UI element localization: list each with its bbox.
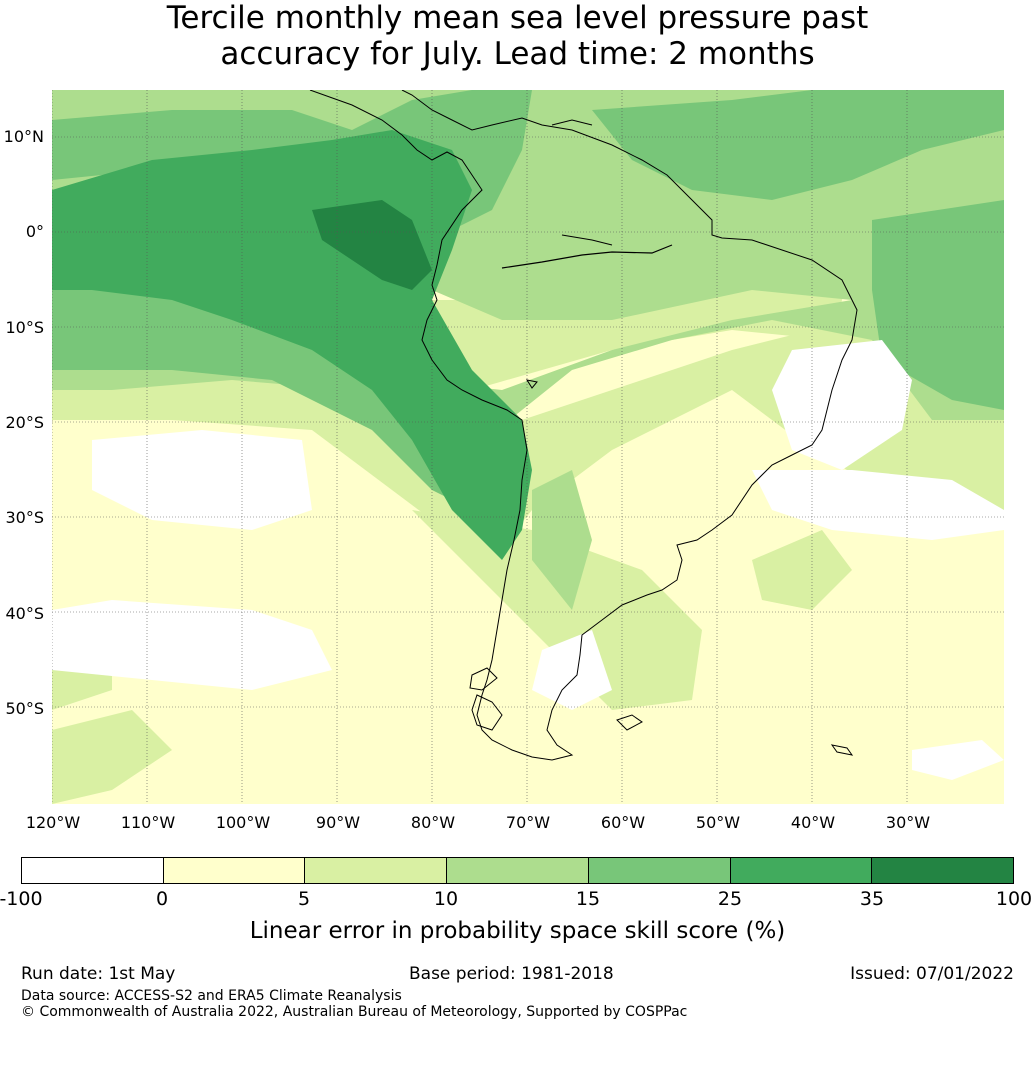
colorbar-segment [588, 858, 731, 883]
latitude-label: 30°S [5, 508, 44, 527]
coastline [309, 90, 858, 761]
map-title: Tercile monthly mean sea level pressure … [0, 0, 1035, 72]
colorbar-segment [447, 858, 589, 883]
colorbar-tick: -100 [0, 888, 43, 910]
colorbar-tick: 35 [859, 888, 885, 910]
longitude-label: 110°W [120, 813, 176, 832]
longitude-label: 90°W [315, 813, 361, 832]
latitude-label: 20°S [5, 413, 44, 432]
colorbar-segment [22, 858, 164, 883]
colorbar-tick: 15 [575, 888, 601, 910]
run-date: Run date: 1st May [21, 964, 176, 984]
map-graticule [52, 90, 1004, 804]
longitude-label: 50°W [695, 813, 741, 832]
coastline-islands [469, 379, 854, 756]
longitude-label: 60°W [600, 813, 646, 832]
longitude-label: 70°W [505, 813, 551, 832]
latitude-label: 0° [25, 222, 44, 241]
issued-date: Issued: 07/01/2022 [850, 964, 1014, 984]
colorbar-segment [730, 858, 873, 883]
colorbar-segment [872, 858, 1014, 883]
colorbar-tick: 0 [155, 888, 169, 910]
colorbar-tick: 5 [297, 888, 311, 910]
longitude-label: 40°W [790, 813, 836, 832]
region-skill-35-100 [312, 200, 432, 290]
skill-score-map [52, 90, 1004, 804]
longitude-label: 80°W [410, 813, 456, 832]
colorbar-tick: 25 [717, 888, 743, 910]
copyright-notice: © Commonwealth of Australia 2022, Austra… [21, 1004, 688, 1020]
map-title-line-1: Tercile monthly mean sea level pressure … [166, 0, 869, 36]
base-period: Base period: 1981-2018 [409, 964, 614, 984]
colorbar-tick: 100 [995, 888, 1033, 910]
longitude-label: 120°W [25, 813, 81, 832]
colorbar-segment [163, 858, 306, 883]
data-source: Data source: ACCESS-S2 and ERA5 Climate … [21, 988, 402, 1004]
latitude-label: 40°S [5, 604, 44, 623]
longitude-label: 30°W [885, 813, 931, 832]
colorbar-tick: 10 [433, 888, 459, 910]
map-title-line-2: accuracy for July. Lead time: 2 months [220, 36, 815, 72]
latitude-label: 10°N [3, 127, 44, 146]
latitude-label: 10°S [5, 318, 44, 337]
colorbar-label: Linear error in probability space skill … [249, 918, 786, 944]
colorbar-segment [305, 858, 448, 883]
longitude-label: 100°W [215, 813, 271, 832]
latitude-label: 50°S [5, 699, 44, 718]
colorbar [21, 857, 1014, 884]
